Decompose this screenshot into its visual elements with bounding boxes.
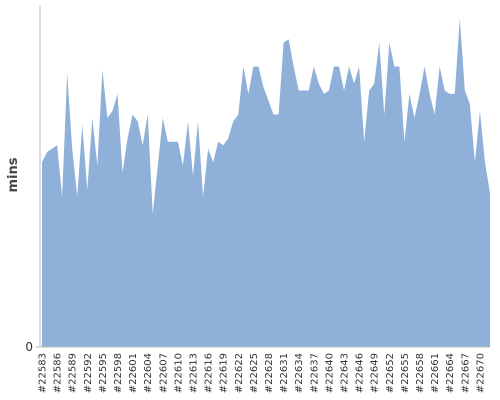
- x-tick-label: #22637: [309, 353, 320, 393]
- x-tick-label: #22586: [53, 353, 64, 393]
- x-tick-label: #22604: [143, 353, 154, 393]
- x-tick-label: #22658: [415, 353, 426, 393]
- x-tick-label: #22622: [234, 353, 245, 393]
- x-tick-label: #22583: [38, 353, 49, 393]
- x-tick-label: #22625: [249, 353, 260, 393]
- area: [42, 18, 490, 348]
- x-tick-label: #22619: [219, 353, 230, 393]
- x-tick-label: #22664: [445, 353, 456, 393]
- x-tick-label: #22652: [385, 353, 396, 393]
- x-tick-label: #22607: [158, 353, 169, 393]
- x-tick-label: #22670: [475, 353, 486, 393]
- x-tick-label: #22661: [430, 353, 441, 393]
- y-axis-title: mins: [6, 157, 21, 192]
- x-tick-label: #22649: [370, 353, 381, 393]
- x-tick-label: #22643: [340, 353, 351, 393]
- x-tick-label: #22655: [400, 353, 411, 393]
- x-tick-label: #22601: [128, 353, 139, 393]
- x-tick-label: #22646: [355, 353, 366, 393]
- x-tick-label: #22592: [83, 353, 94, 393]
- x-tick-label: #22631: [279, 353, 290, 393]
- x-tick-label: #22598: [113, 353, 124, 393]
- x-tick-label: #22613: [189, 353, 200, 393]
- x-tick-label: #22595: [98, 353, 109, 393]
- x-tick-label: #22634: [294, 353, 305, 393]
- y-tick-label: 0: [25, 340, 33, 354]
- x-tick-label: #22589: [68, 353, 79, 393]
- x-tick-label: #22667: [460, 353, 471, 393]
- x-tick-label: #22640: [324, 353, 335, 393]
- x-tick-label: #22610: [173, 353, 184, 393]
- x-tick-label: #22616: [204, 353, 215, 393]
- x-tick-label: #22628: [264, 353, 275, 393]
